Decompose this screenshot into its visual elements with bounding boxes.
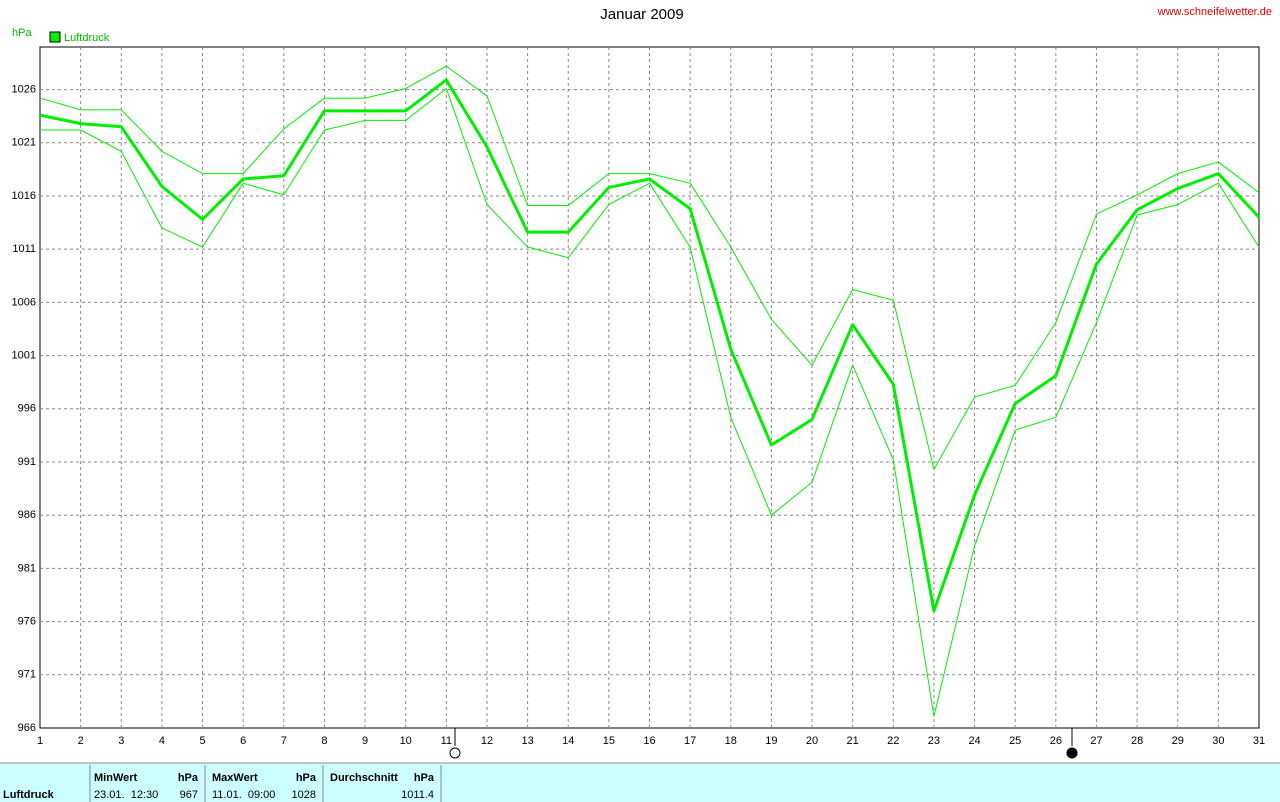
full-moon	[449, 747, 461, 759]
x-tick-label: 7	[281, 735, 287, 747]
x-tick-label: 2	[78, 735, 84, 747]
new-moon	[1066, 747, 1078, 759]
x-tick-label: 14	[562, 735, 574, 747]
y-tick-label: 1016	[12, 190, 36, 202]
summary-title: MinWert	[94, 772, 138, 784]
x-tick-label: 3	[118, 735, 124, 747]
summary-value: 1011.4	[401, 789, 434, 801]
summary-band	[0, 763, 1280, 802]
chart-title: Januar 2009	[600, 6, 683, 23]
x-tick-label: 15	[603, 735, 615, 747]
x-tick-label: 24	[968, 735, 980, 747]
x-tick-label: 9	[362, 735, 368, 747]
y-tick-label: 1006	[12, 296, 36, 308]
x-tick-label: 18	[725, 735, 737, 747]
x-tick-label: 10	[400, 735, 412, 747]
x-tick-label: 26	[1050, 735, 1062, 747]
summary-unit: hPa	[414, 772, 435, 784]
summary-value: 967	[180, 789, 198, 801]
x-tick-label: 1	[37, 735, 43, 747]
x-tick-label: 22	[887, 735, 899, 747]
mean-line	[39, 78, 1261, 613]
summary-title: Durchschnitt	[330, 772, 398, 784]
x-tick-label: 11	[441, 735, 452, 747]
x-tick-label: 5	[199, 735, 205, 747]
y-tick-label: 1026	[12, 83, 36, 95]
y-tick-label: 986	[18, 509, 36, 521]
summary-title: MaxWert	[212, 772, 258, 784]
legend-swatch	[49, 31, 61, 43]
x-tick-label: 31	[1253, 735, 1265, 747]
y-tick-label: 981	[18, 562, 36, 574]
y-tick-label: 1001	[12, 349, 36, 361]
summary-unit: hPa	[296, 772, 317, 784]
y-tick-label: 996	[18, 403, 36, 415]
summary-date: 23.01. 12:30	[94, 789, 158, 801]
x-tick-label: 20	[806, 735, 818, 747]
y-tick-label: 1021	[12, 137, 36, 149]
x-tick-label: 30	[1212, 735, 1224, 747]
y-tick-label: 991	[18, 456, 36, 468]
summary-unit: hPa	[178, 772, 199, 784]
x-tick-label: 23	[928, 735, 940, 747]
x-tick-label: 28	[1131, 735, 1143, 747]
summary-label: Luftdruck	[3, 789, 55, 801]
range-line	[39, 65, 1260, 470]
y-tick-label: 976	[18, 616, 36, 628]
summary-date: 11.01. 09:00	[212, 789, 275, 801]
plot-area	[39, 46, 1260, 729]
x-tick-label: 21	[847, 735, 859, 747]
range-line	[40, 87, 1260, 717]
y-tick-label: 966	[18, 722, 36, 734]
x-tick-label: 29	[1172, 735, 1184, 747]
y-tick-label: 1011	[12, 243, 36, 255]
summary-value: 1028	[292, 789, 316, 801]
x-tick-label: 19	[765, 735, 777, 747]
x-tick-label: 16	[643, 735, 655, 747]
x-tick-label: 17	[684, 735, 696, 747]
source[interactable]: www.schneifelwetter.de	[1157, 6, 1272, 18]
x-tick-label: 4	[159, 735, 165, 747]
x-tick-label: 6	[240, 735, 246, 747]
x-tick-label: 12	[481, 735, 493, 747]
y-axis-label: hPa	[12, 27, 32, 39]
x-tick-label: 27	[1090, 735, 1102, 747]
x-tick-label: 13	[521, 735, 533, 747]
y-tick-label: 971	[18, 669, 36, 681]
legend-label: Luftdruck	[64, 32, 110, 44]
x-tick-label: 8	[321, 735, 327, 747]
x-tick-label: 25	[1009, 735, 1021, 747]
